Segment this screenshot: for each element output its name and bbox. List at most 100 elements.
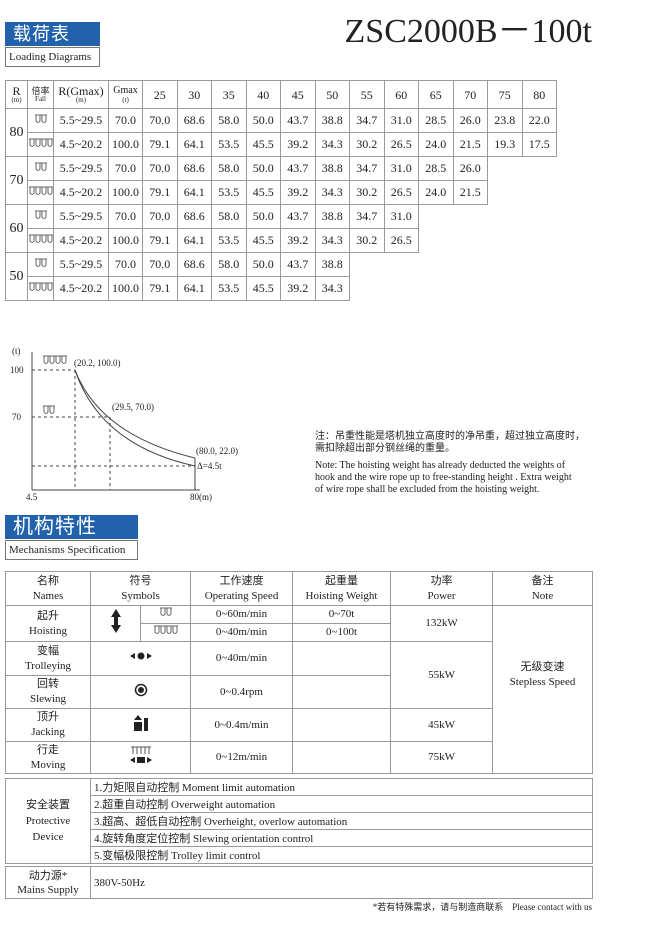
load-cell: 70.0 [142,108,178,133]
header-cell: 符号 Symbols [89,571,192,606]
weight-cell [292,675,392,709]
load-cell: 68.6 [176,156,212,181]
safety-item: 2.超重自动控制 Overweight automation [90,795,593,813]
load-cell: 30.2 [349,228,385,253]
weight-cell [292,641,392,676]
load-cell: 39.2 [280,276,316,301]
load-cell: 26.5 [383,228,419,253]
load-cell: 64.1 [176,132,212,157]
radius-header: 45 [280,80,316,109]
load-cell: 68.6 [176,108,212,133]
load-cell: 28.5 [418,108,454,133]
jib-length: 50 [5,252,28,301]
weight-cell: 0~70t [292,605,392,624]
load-cell: 43.7 [280,252,316,277]
fall-icon [29,138,53,147]
load-cell: 28.5 [418,156,454,181]
label-en: Mains Supply [17,883,79,896]
mains-value: 380V-50Hz [90,866,593,899]
curve-2fall [74,369,196,459]
weight-cell [292,708,392,742]
load-cell: 50.0 [245,204,281,229]
gmax-cell: 70.0 [108,204,143,229]
point-label: (29.5, 70.0) [112,402,154,412]
load-cell: 39.2 [280,132,316,157]
weight-cell: 0~100t [292,623,392,642]
symbol-cell [89,741,192,774]
header-cell: 起重量 Hoisting Weight [292,571,392,606]
load-cell: 68.6 [176,204,212,229]
radius-header: 50 [314,80,350,109]
name-cell: 行走 Moving [5,741,91,774]
name-zh: 行走 [37,743,59,756]
header-cell: 倍率 Fall [27,80,54,109]
header-text: (m) [75,95,87,104]
move-icon [129,746,152,763]
note-line: 需扣除超出部分钢丝绳的重量。 [315,443,455,454]
symbol-cell [89,641,192,676]
load-cell: 39.2 [280,180,316,205]
note-line: hook and the wire rope up to free-standi… [315,472,572,483]
x-label: 4.5 [26,492,38,502]
header-en: Symbols [121,589,160,602]
header-text: Gmax [113,84,138,96]
label-zh: 动力源* [28,869,68,882]
note-en: Note: The hoisting weight has already de… [315,460,572,496]
fall-icon [29,186,53,195]
load-cell: 64.1 [176,276,212,301]
load-cell: 43.7 [280,108,316,133]
safety-table: 安全装置 Protective Device 1.力矩限自动控制 Moment li… [5,778,593,864]
load-cell: 34.3 [314,276,350,301]
note-en: Stepless Speed [509,675,576,688]
speed-cell: 0~0.4rpm [190,675,294,709]
radius-header: 80 [521,80,557,109]
header-zh: 符号 [129,574,152,587]
load-cell: 19.3 [487,132,523,157]
y-label: 70 [12,412,22,422]
mains-table: 动力源* Mains Supply 380V-50Hz [5,866,593,899]
load-cell: 17.5 [521,132,557,157]
load-cell: 79.1 [142,276,178,301]
trolley-icon [129,652,152,660]
name-cell: 起升 Hoisting [5,605,91,642]
fall-icon [29,282,53,291]
load-cell: 53.5 [211,132,247,157]
load-cell: 39.2 [280,228,316,253]
name-zh: 回转 [37,678,59,690]
radius-header: 35 [211,80,247,109]
name-cell: 变幅 Trolleying [5,641,91,676]
name-cell: 顶升 Jacking [5,708,91,742]
safety-item: 5.变幅极限控制 Trolley limit control [90,846,593,864]
power-cell: 45kW [390,708,494,742]
note-zh: 注：吊重性能是塔机独立高度时的净吊重，超过独立高度时， 需扣除超出部分钢丝绳的重… [315,431,585,455]
range-cell: 4.5~20.2 [53,132,109,157]
range-cell: 5.5~29.5 [53,156,109,181]
load-row: 70 5.5~29.5 70.0 70.0 68.6 58.0 50.0 43.7 38.8 34… [5,156,557,205]
jib-length: 70 [5,156,28,205]
load-cell: 21.5 [452,132,488,157]
radius-header: 25 [142,80,178,109]
load-cell: 58.0 [211,204,247,229]
weight-cell [292,741,392,774]
range-cell: 5.5~29.5 [53,108,109,133]
jib-length: 80 [5,108,28,157]
range-cell: 4.5~20.2 [53,228,109,253]
gmax-cell: 100.0 [108,132,143,157]
symbol-cell [90,605,141,642]
load-cell: 58.0 [211,108,247,133]
note-zh: 无级变速 [520,660,565,673]
speed-cell: 0~40m/min [190,641,294,676]
load-cell: 30.2 [349,132,385,157]
name-en: Trolleying [24,659,72,672]
section-badge: 载荷表 [5,22,100,46]
fall-icon-cell [27,252,54,277]
header-en: Names [32,589,64,602]
fall-icon [34,258,47,267]
fall-icon [34,162,47,171]
load-cell: 64.1 [176,180,212,205]
header-text: 倍率 [31,85,50,96]
load-cell: 53.5 [211,180,247,205]
load-cell: 70.0 [142,156,178,181]
load-row: 50 5.5~29.5 70.0 70.0 68.6 58.0 50.0 43.7 38.8 [5,252,557,301]
load-cell: 34.7 [349,204,385,229]
